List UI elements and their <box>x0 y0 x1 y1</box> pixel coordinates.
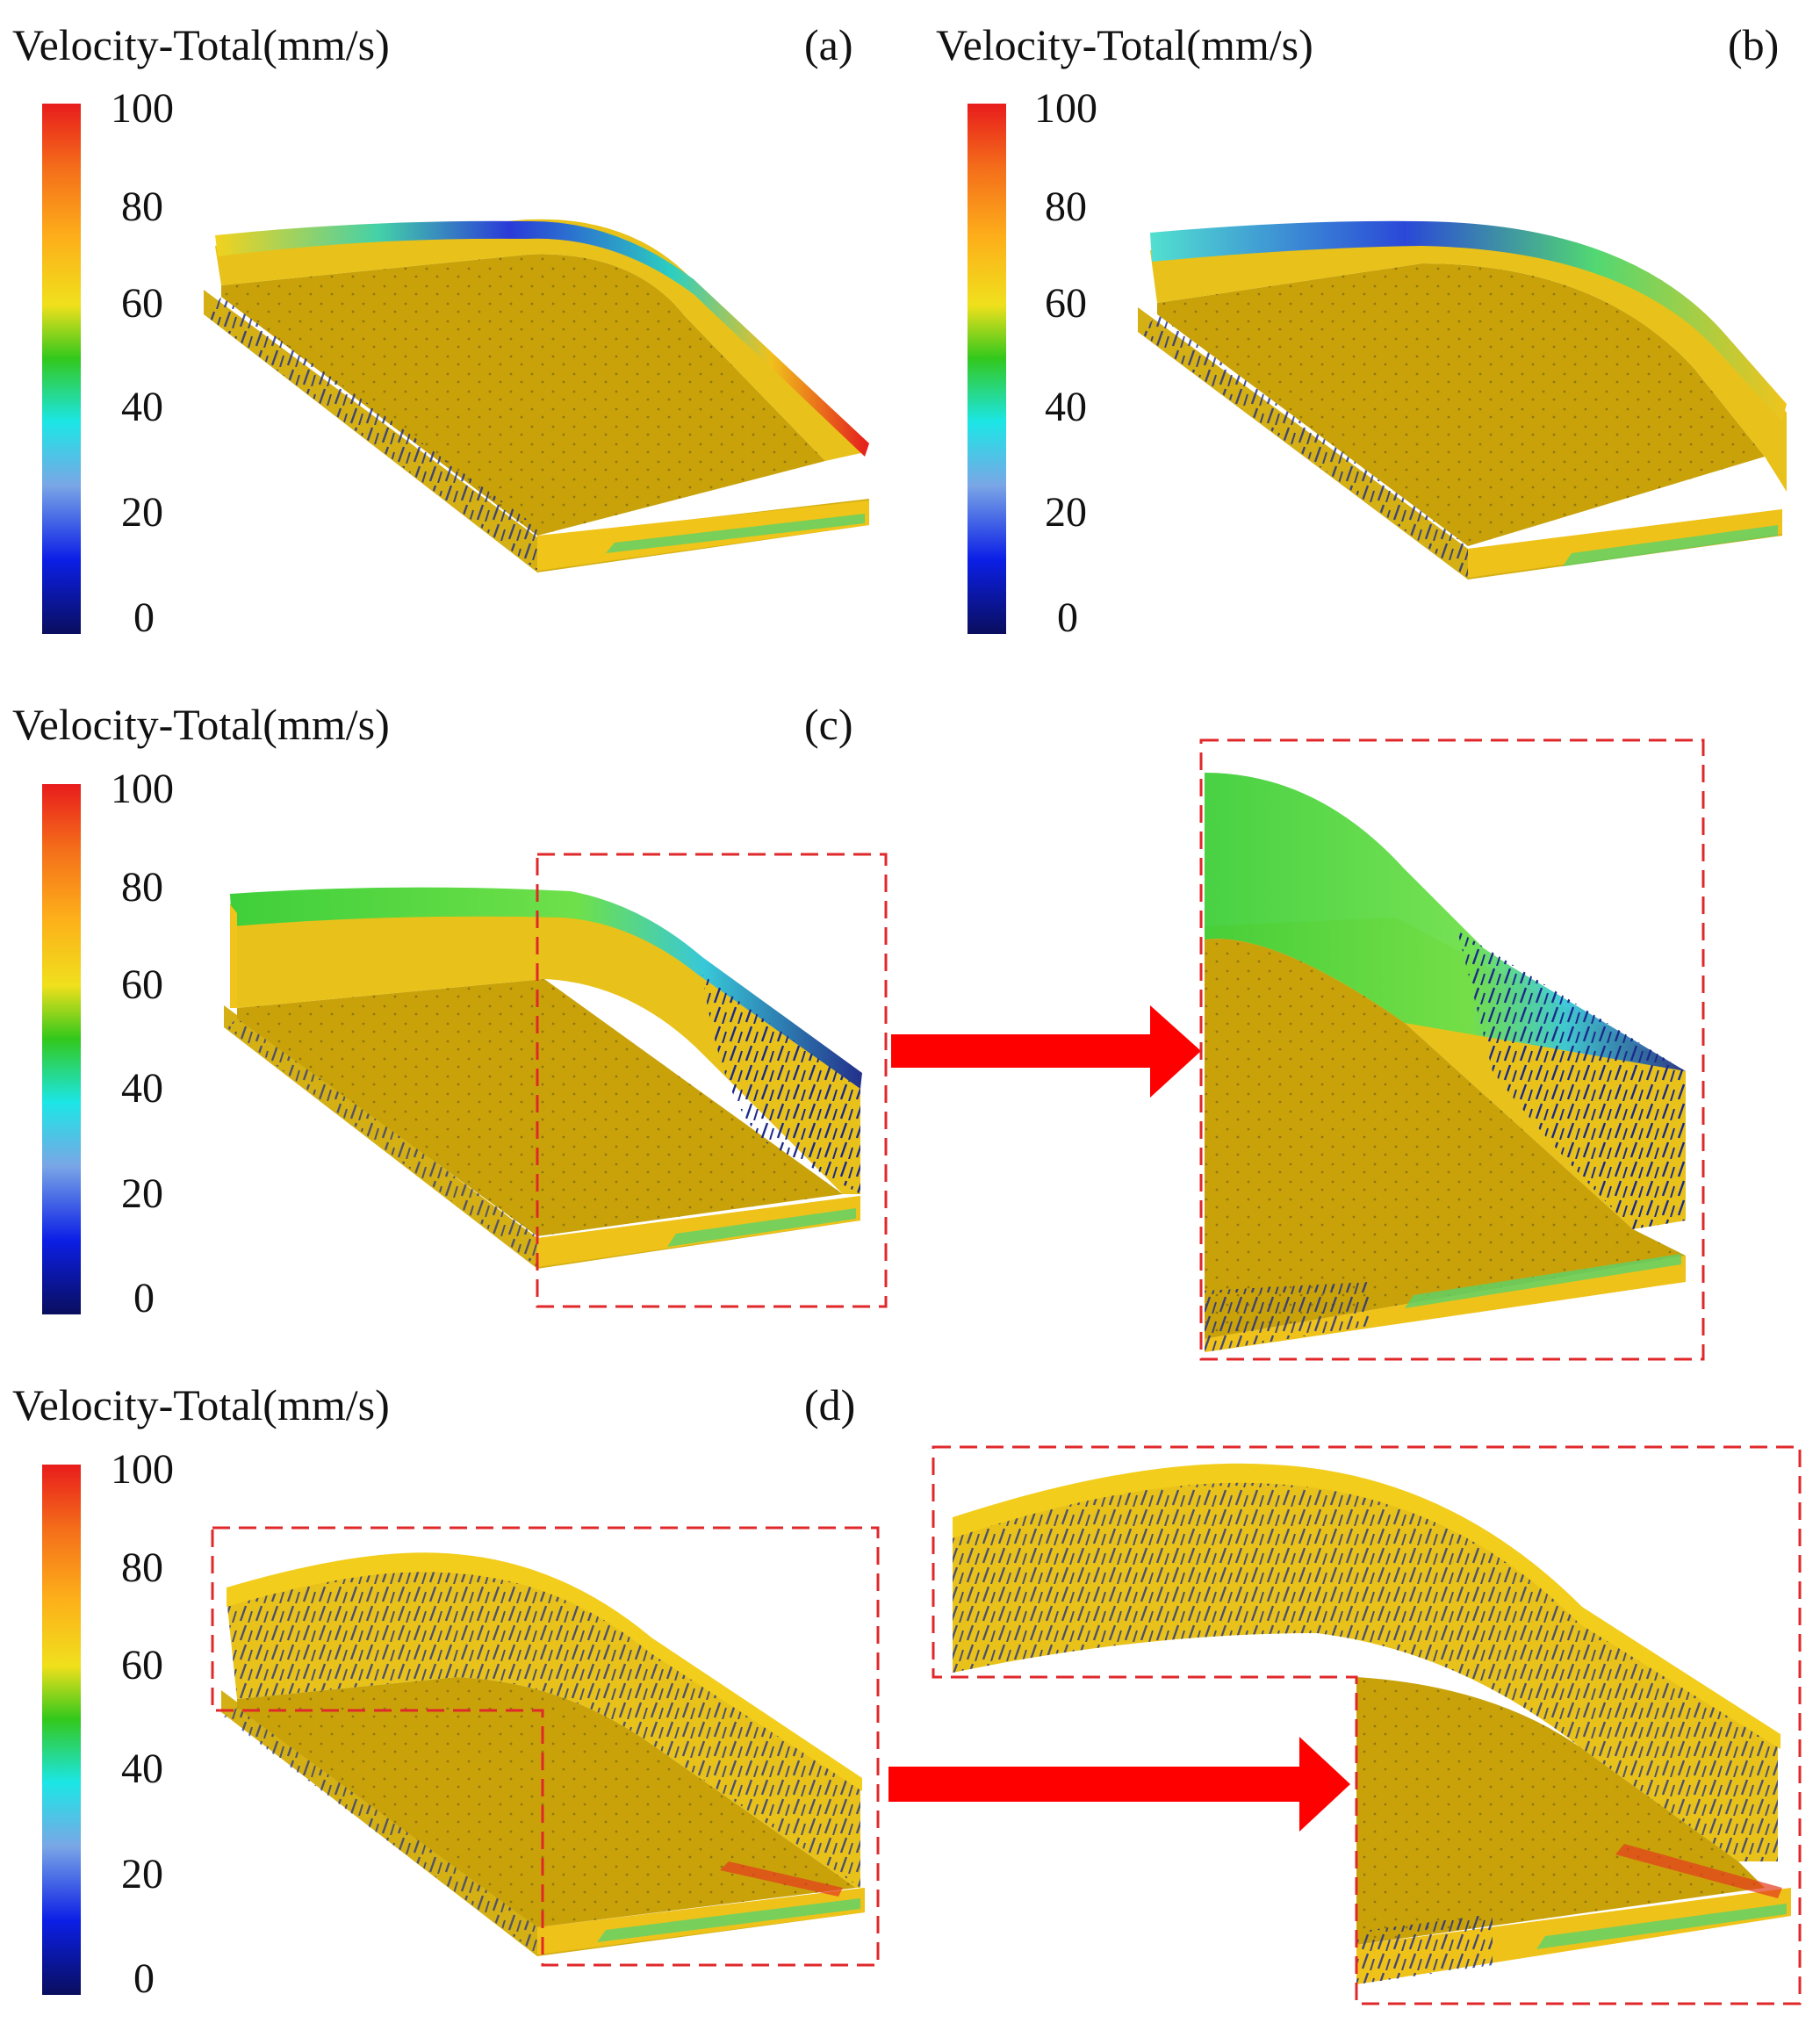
colorbar-tick: 40 <box>121 1746 163 1792</box>
panel-d-model <box>221 1552 865 1956</box>
colorbar-tick: 80 <box>121 184 163 230</box>
colorbar-tick: 60 <box>121 280 163 327</box>
panel-c-zoom-frame <box>1199 738 1705 1361</box>
panel-a-model <box>204 219 869 572</box>
panel-c-colorbar <box>42 784 81 1314</box>
colorbar-tick: 20 <box>121 1851 163 1897</box>
colorbar-tick: 60 <box>121 1642 163 1688</box>
panel-b-colorbar <box>968 104 1006 634</box>
panel-a <box>42 104 869 634</box>
panel-b <box>968 104 1787 634</box>
colorbar-tick: 80 <box>121 864 163 911</box>
panel-d-colorbar <box>42 1465 81 1995</box>
panel-b-model <box>1138 220 1787 580</box>
colorbar-tick: 20 <box>1045 489 1087 536</box>
panel-b-title: Velocity-Total(mm/s) <box>936 20 1313 69</box>
panel-c-zoom-region <box>536 853 888 1308</box>
panel-a-label: (a) <box>804 20 853 69</box>
colorbar-tick: 0 <box>1057 594 1078 641</box>
panel-d-zoom-frame <box>932 1445 1802 2005</box>
panel-c-model <box>224 887 862 1269</box>
panel-d <box>42 1445 1802 2005</box>
panel-d-zoom-region <box>211 1526 880 1967</box>
panel-c-zoom-view <box>1205 773 1686 1352</box>
colorbar-tick: 60 <box>1045 280 1087 327</box>
panel-c-label: (c) <box>804 700 853 749</box>
panel-d-zoom-view <box>953 1463 1791 1984</box>
panel-a-title: Velocity-Total(mm/s) <box>12 20 390 69</box>
colorbar-tick: 0 <box>133 594 155 641</box>
colorbar-tick: 40 <box>121 1065 163 1112</box>
colorbar-tick: 40 <box>1045 384 1087 430</box>
panel-c-zoom-arrow <box>891 1005 1201 1098</box>
colorbar-tick: 0 <box>133 1955 155 2002</box>
panel-a-colorbar <box>42 104 81 634</box>
colorbar-tick: 100 <box>111 766 174 812</box>
colorbar-tick: 80 <box>1045 184 1087 230</box>
colorbar-tick: 100 <box>1034 85 1097 132</box>
colorbar-tick: 20 <box>121 489 163 536</box>
colorbar-tick: 80 <box>121 1544 163 1591</box>
panel-c <box>42 738 1705 1361</box>
colorbar-tick: 60 <box>121 961 163 1008</box>
panel-d-title: Velocity-Total(mm/s) <box>12 1380 390 1429</box>
colorbar-tick: 20 <box>121 1170 163 1217</box>
colorbar-tick: 0 <box>133 1275 155 1321</box>
panel-d-zoom-arrow <box>888 1737 1350 1832</box>
colorbar-tick: 100 <box>111 1446 174 1493</box>
panel-b-label: (b) <box>1728 20 1780 69</box>
panel-c-title: Velocity-Total(mm/s) <box>12 700 390 749</box>
colorbar-tick: 40 <box>121 384 163 430</box>
panel-d-label: (d) <box>804 1380 856 1429</box>
colorbar-tick: 100 <box>111 85 174 132</box>
